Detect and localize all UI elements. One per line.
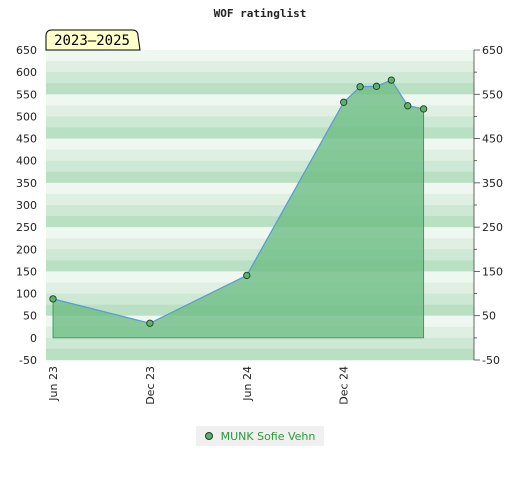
data-point — [419, 105, 428, 113]
grid-band — [46, 160, 474, 173]
y-axis-right: -50 50 150 250 350 450 550 650 — [473, 44, 503, 367]
grid-band — [46, 116, 474, 128]
y-tick-label-right: 50 — [482, 310, 496, 323]
x-tick-label: Dec 24 — [338, 366, 351, 405]
grid-band — [46, 50, 474, 62]
grid-band — [46, 337, 474, 350]
series-markers — [49, 76, 428, 327]
grid-band — [46, 61, 474, 73]
data-point — [356, 83, 364, 91]
data-point — [49, 295, 57, 303]
y-tick-label-left: 150 — [16, 265, 37, 278]
grid-band — [46, 193, 474, 206]
period-badge-box — [45, 29, 141, 51]
grid-band — [46, 94, 474, 106]
grid-band — [46, 72, 474, 84]
data-point — [404, 102, 412, 110]
grid-band — [46, 127, 474, 139]
y-tick-label-left: 450 — [16, 133, 37, 146]
y-tick-label-left: 650 — [16, 44, 37, 57]
grid-band — [46, 216, 474, 228]
y-tick-label-right: 650 — [482, 44, 503, 57]
data-point — [387, 76, 395, 84]
y-tick-label-right: 550 — [482, 88, 503, 101]
grid-band — [46, 149, 474, 161]
data-point — [340, 98, 348, 106]
data-point — [146, 319, 154, 327]
y-tick-label-left: 50 — [23, 310, 37, 323]
grid-band — [46, 171, 474, 184]
y-tick-label-left: 400 — [16, 155, 37, 168]
grid-band — [46, 138, 474, 150]
y-tick-label-left: 600 — [16, 66, 37, 79]
y-tick-label-left: 100 — [16, 288, 37, 301]
grid-band — [46, 227, 474, 239]
y-axis-left: -50 0 50 100 150 200 250 300 350 400 450 500 550 600 6… — [16, 44, 37, 367]
y-tick-label-left: 500 — [16, 110, 37, 123]
y-tick-label-right: 250 — [482, 221, 503, 234]
x-axis: Jun 23 Dec 23 Jun 24 Dec 24 — [47, 366, 351, 405]
period-badge-label: 2023–2025 — [54, 33, 130, 49]
y-tick-label-left: 350 — [16, 177, 37, 190]
y-tick-label-left: -50 — [19, 354, 37, 367]
x-tick-label: Jun 24 — [241, 366, 254, 402]
period-badge: 2023–2025 — [45, 29, 141, 51]
grid-band — [46, 348, 474, 361]
legend-series-name: MUNK Sofie Vehn — [220, 429, 316, 443]
y-tick-label-left: 0 — [30, 332, 37, 345]
legend-marker-icon — [204, 432, 213, 440]
legend: MUNK Sofie Vehn — [196, 426, 324, 446]
y-tick-label-right: 450 — [482, 133, 503, 146]
y-tick-label-right: -50 — [482, 354, 500, 367]
grid-band — [46, 105, 474, 117]
y-tick-label-right: 150 — [482, 265, 503, 278]
x-tick-label: Jun 23 — [47, 366, 60, 402]
grid-band — [46, 182, 474, 195]
y-tick-label-left: 200 — [16, 243, 37, 256]
y-tick-label-right: 350 — [482, 177, 503, 190]
y-tick-label-left: 300 — [16, 199, 37, 212]
grid-band — [46, 83, 474, 95]
data-point — [243, 271, 251, 280]
y-tick-label-left: 550 — [16, 88, 37, 101]
grid-band — [46, 238, 474, 250]
data-point — [372, 82, 381, 90]
chart-title: WOF ratinglist — [214, 7, 307, 20]
y-tick-label-left: 250 — [16, 221, 37, 234]
grid-band — [46, 204, 474, 217]
x-tick-label: Dec 23 — [144, 366, 157, 405]
